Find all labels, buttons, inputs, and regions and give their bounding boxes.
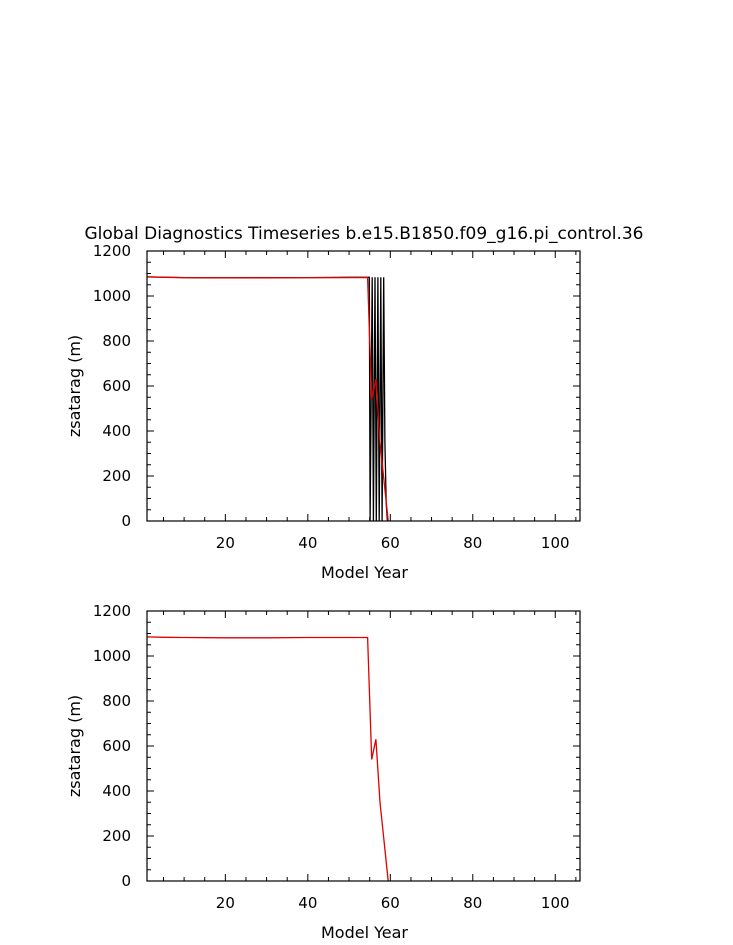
x-axis-label: Model Year [321,923,408,942]
y-tick-label: 200 [102,467,131,485]
y-tick-label: 0 [121,512,131,530]
y-tick-label: 1000 [93,647,131,665]
x-tick-label: 80 [463,534,482,552]
y-tick-label: 400 [102,782,131,800]
y-tick-label: 400 [102,422,131,440]
figure-title: Global Diagnostics Timeseries b.e15.B185… [85,224,644,244]
y-axis-label: zsatarag (m) [65,335,84,437]
x-tick-label: 100 [541,894,570,912]
series-line-annual [146,276,389,522]
x-tick-label: 40 [298,894,317,912]
x-tick-label: 20 [216,894,235,912]
x-axis-label: Model Year [321,563,408,582]
x-tick-label: 40 [298,534,317,552]
y-tick-label: 0 [121,872,131,890]
y-tick-label: 600 [102,377,131,395]
y-tick-label: 200 [102,827,131,845]
series-line-annual [146,636,389,882]
x-tick-label: 20 [216,534,235,552]
y-tick-label: 600 [102,737,131,755]
y-tick-label: 1200 [93,242,131,260]
y-tick-label: 800 [102,332,131,350]
y-tick-label: 1200 [93,602,131,620]
x-tick-label: 80 [463,894,482,912]
y-tick-label: 1000 [93,287,131,305]
x-tick-label: 60 [381,894,400,912]
y-tick-label: 800 [102,692,131,710]
series-line-monthly [146,276,389,522]
plot-frame [146,610,581,882]
y-axis-label: zsatarag (m) [65,695,84,797]
plot-frame [146,250,581,522]
x-tick-label: 60 [381,534,400,552]
x-tick-label: 100 [541,534,570,552]
